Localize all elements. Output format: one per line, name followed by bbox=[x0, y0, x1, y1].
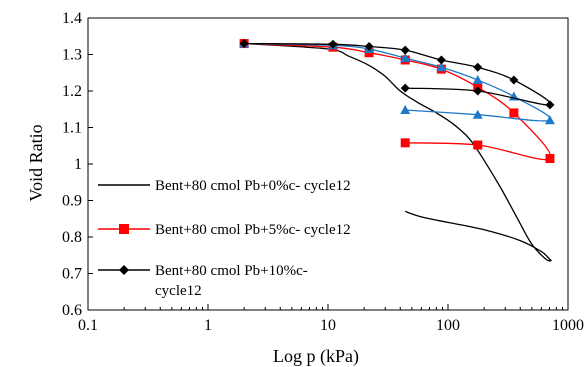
y-tick-label: 1.1 bbox=[62, 120, 82, 137]
series-layer bbox=[239, 38, 555, 262]
series-1-point-7 bbox=[545, 154, 555, 164]
y-tick-label: 1.3 bbox=[62, 47, 82, 64]
y-tick-label: 1.2 bbox=[62, 83, 82, 100]
legend-label-2-cont: cycle12 bbox=[155, 283, 202, 299]
series-3-point-7 bbox=[545, 100, 555, 110]
series-line-0 bbox=[244, 42, 552, 262]
y-axis-title: Void Ratio bbox=[26, 124, 46, 201]
y-axis-ticks: 0.6 0.7 0.8 0.9 1 1.1 1.2 1.3 1.4 bbox=[62, 10, 93, 319]
series-2-point-4 bbox=[436, 62, 447, 72]
series-2-point-3 bbox=[400, 53, 411, 63]
series-3-point-9 bbox=[400, 83, 410, 93]
series-1-point-6 bbox=[509, 108, 519, 118]
series-line-2 bbox=[244, 42, 552, 122]
x-axis-ticks: 0.1 1 10 100 1000 bbox=[78, 304, 584, 334]
x-tick-label: 1000 bbox=[552, 317, 584, 334]
series-2-point-7 bbox=[544, 115, 555, 125]
series-3-point-8 bbox=[473, 86, 483, 96]
legend-label-0: Bent+80 cmol Pb+0%c- cycle12 bbox=[155, 178, 351, 194]
series-line-3 bbox=[244, 42, 552, 106]
series-3-point-2 bbox=[364, 41, 374, 51]
legend-label-1: Bent+80 cmol Pb+5%c- cycle12 bbox=[155, 222, 351, 238]
series-3-point-6 bbox=[509, 75, 519, 85]
legend: Bent+80 cmol Pb+0%c- cycle12 Bent+80 cmo… bbox=[98, 178, 351, 299]
series-3-point-5 bbox=[473, 62, 483, 72]
x-tick-label: 10 bbox=[320, 317, 336, 334]
y-tick-label: 1.4 bbox=[62, 10, 82, 27]
series-3-point-3 bbox=[400, 45, 410, 55]
series-3-point-4 bbox=[436, 55, 446, 65]
legend-label-2: Bent+80 cmol Pb+10%c- bbox=[155, 263, 308, 279]
series-1-point-9 bbox=[400, 138, 410, 148]
x-axis-title: Log p (kPa) bbox=[273, 346, 359, 367]
series-line-1 bbox=[244, 42, 552, 161]
series-2-point-8 bbox=[472, 109, 483, 119]
series-3-point-1 bbox=[328, 39, 338, 49]
legend-marker-2 bbox=[119, 265, 129, 275]
y-tick-label: 0.7 bbox=[62, 266, 82, 283]
series-2-point-5 bbox=[472, 75, 483, 85]
y-tick-label: 0.9 bbox=[62, 193, 82, 210]
series-1-point-8 bbox=[473, 140, 483, 150]
x-tick-label: 1 bbox=[204, 317, 212, 334]
series-2-point-9 bbox=[400, 104, 411, 114]
x-tick-label: 0.1 bbox=[78, 317, 98, 334]
series-3-point-0 bbox=[239, 39, 249, 49]
y-tick-label: 1 bbox=[74, 156, 82, 173]
y-tick-label: 0.6 bbox=[62, 302, 82, 319]
y-tick-label: 0.8 bbox=[62, 229, 82, 246]
legend-marker-1 bbox=[119, 224, 129, 234]
x-tick-label: 100 bbox=[436, 317, 460, 334]
